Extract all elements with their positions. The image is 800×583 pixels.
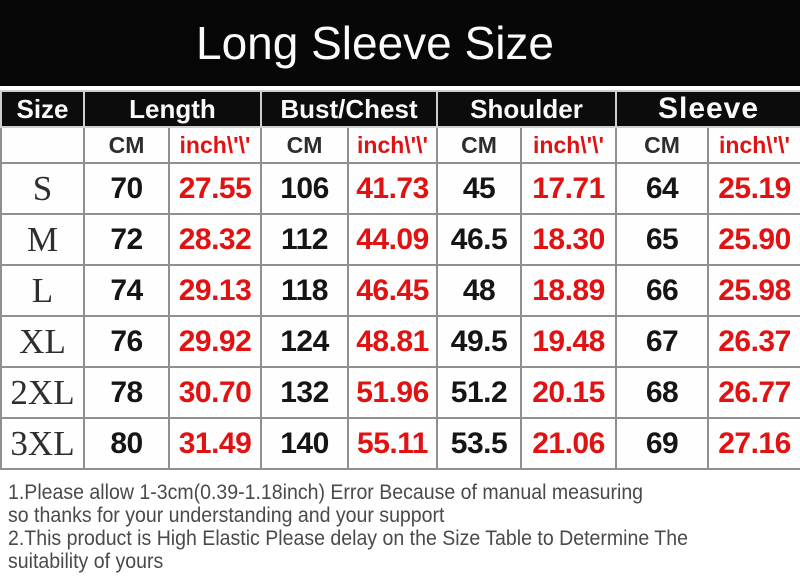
table-row: L 74 29.13 118 46.45 48 18.89 66 25.98 [0, 264, 800, 317]
table-header-row: Size Length Bust/Chest Shoulder Sleeve [0, 90, 800, 128]
value-cell: 48.81 [347, 315, 438, 368]
value-cell: 25.98 [707, 264, 800, 317]
col-header-sleeve: Sleeve [615, 90, 800, 128]
value-cell: 41.73 [347, 162, 438, 215]
value-cell: 19.48 [519, 315, 618, 368]
size-cell: 3XL [0, 417, 85, 470]
value-cell: 17.71 [519, 162, 618, 215]
value-cell: 26.77 [707, 366, 800, 419]
value-cell: 29.92 [168, 315, 262, 368]
unit-inch-length: inch\'\' [168, 126, 262, 164]
value-cell: 76 [83, 315, 170, 368]
table-row: S 70 27.55 106 41.73 45 17.71 64 25.19 [0, 162, 800, 215]
value-cell: 69 [615, 417, 710, 470]
value-cell: 18.30 [519, 213, 618, 266]
note-line: suitability of yours [8, 550, 164, 573]
value-cell: 112 [260, 213, 349, 266]
title-bar: Long Sleeve Size [0, 0, 800, 86]
empty-corner-cell [0, 126, 85, 164]
value-cell: 25.19 [707, 162, 800, 215]
value-cell: 55.11 [347, 417, 438, 470]
value-cell: 29.13 [168, 264, 262, 317]
value-cell: 124 [260, 315, 349, 368]
value-cell: 140 [260, 417, 349, 470]
value-cell: 64 [615, 162, 710, 215]
size-cell: XL [0, 315, 85, 368]
unit-inch-bust: inch\'\' [347, 126, 438, 164]
value-cell: 49.5 [436, 315, 522, 368]
value-cell: 26.37 [707, 315, 800, 368]
value-cell: 28.32 [168, 213, 262, 266]
value-cell: 70 [83, 162, 170, 215]
size-table: Size Length Bust/Chest Shoulder Sleeve C… [0, 90, 800, 470]
value-cell: 20.15 [519, 366, 618, 419]
value-cell: 66 [615, 264, 710, 317]
value-cell: 21.06 [519, 417, 618, 470]
value-cell: 72 [83, 213, 170, 266]
value-cell: 46.5 [436, 213, 522, 266]
size-cell: L [0, 264, 85, 317]
value-cell: 67 [615, 315, 710, 368]
size-cell: S [0, 162, 85, 215]
value-cell: 53.5 [436, 417, 522, 470]
value-cell: 27.16 [707, 417, 800, 470]
value-cell: 68 [615, 366, 710, 419]
value-cell: 65 [615, 213, 710, 266]
col-header-length: Length [83, 90, 262, 128]
value-cell: 118 [260, 264, 349, 317]
value-cell: 46.45 [347, 264, 438, 317]
table-row: XL 76 29.92 124 48.81 49.5 19.48 67 26.3… [0, 315, 800, 368]
value-cell: 27.55 [168, 162, 262, 215]
value-cell: 18.89 [519, 264, 618, 317]
unit-inch-shoulder: inch\'\' [519, 126, 618, 164]
measurement-notes: 1.Please allow 1-3cm(0.39-1.18inch) Erro… [8, 481, 800, 573]
value-cell: 45 [436, 162, 522, 215]
unit-cm-sleeve: CM [615, 126, 710, 164]
value-cell: 44.09 [347, 213, 438, 266]
value-cell: 51.96 [347, 366, 438, 419]
value-cell: 25.90 [707, 213, 800, 266]
value-cell: 80 [83, 417, 170, 470]
unit-inch-sleeve: inch\'\' [707, 126, 800, 164]
table-row: M 72 28.32 112 44.09 46.5 18.30 65 25.90 [0, 213, 800, 266]
value-cell: 31.49 [168, 417, 262, 470]
value-cell: 106 [260, 162, 349, 215]
unit-header-row: CM inch\'\' CM inch\'\' CM inch\'\' CM i… [0, 126, 800, 164]
note-line: so thanks for your understanding and you… [8, 504, 445, 527]
col-header-bust-chest: Bust/Chest [260, 90, 438, 128]
table-row: 3XL 80 31.49 140 55.11 53.5 21.06 69 27.… [0, 417, 800, 470]
value-cell: 132 [260, 366, 349, 419]
value-cell: 30.70 [168, 366, 262, 419]
unit-cm-bust: CM [260, 126, 349, 164]
value-cell: 78 [83, 366, 170, 419]
value-cell: 51.2 [436, 366, 522, 419]
page-title: Long Sleeve Size [195, 17, 555, 69]
size-cell: M [0, 213, 85, 266]
note-line: 1.Please allow 1-3cm(0.39-1.18inch) Erro… [8, 481, 644, 504]
col-header-shoulder: Shoulder [435, 90, 618, 128]
table-row: 2XL 78 30.70 132 51.96 51.2 20.15 68 26.… [0, 366, 800, 419]
size-cell: 2XL [0, 366, 85, 419]
value-cell: 74 [83, 264, 170, 317]
unit-cm-length: CM [83, 126, 170, 164]
unit-cm-shoulder: CM [436, 126, 522, 164]
value-cell: 48 [436, 264, 522, 317]
col-header-size: Size [0, 90, 85, 128]
note-line: 2.This product is High Elastic Please de… [8, 527, 688, 550]
